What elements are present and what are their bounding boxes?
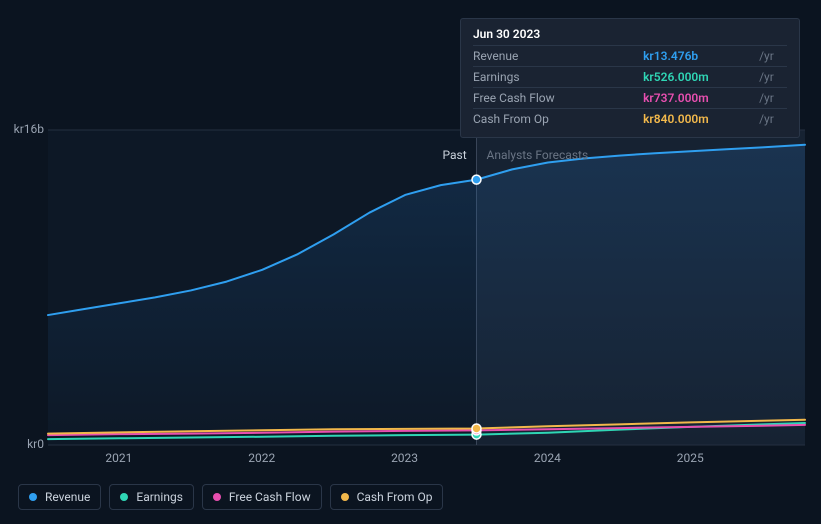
tooltip-row: Earningskr526.000m/yr (473, 67, 787, 88)
tooltip-row-label: Revenue (473, 46, 643, 67)
legend-dot-icon (213, 493, 221, 501)
tooltip-row-label: Cash From Op (473, 109, 643, 130)
x-axis-label: 2021 (105, 451, 132, 465)
legend-item[interactable]: Earnings (109, 484, 194, 510)
forecast-label: Analysts Forecasts (486, 148, 588, 162)
legend: Revenue Earnings Free Cash Flow Cash From O… (18, 484, 443, 510)
tooltip-row-value: kr13.476b (643, 46, 755, 67)
x-axis-label: 2022 (248, 451, 275, 465)
legend-dot-icon (29, 493, 37, 501)
tooltip-date: Jun 30 2023 (473, 27, 787, 45)
y-axis-label: kr0 (27, 437, 44, 451)
legend-item[interactable]: Revenue (18, 484, 101, 510)
x-axis-label: 2023 (391, 451, 418, 465)
tooltip-row-value: kr840.000m (643, 109, 755, 130)
legend-dot-icon (120, 493, 128, 501)
hover-marker-cfo (472, 424, 481, 433)
hover-marker-revenue (472, 175, 481, 184)
legend-item[interactable]: Free Cash Flow (202, 484, 322, 510)
legend-label: Free Cash Flow (229, 490, 311, 504)
legend-label: Revenue (45, 490, 90, 504)
hover-tooltip: Jun 30 2023 Revenuekr13.476b/yrEarningsk… (460, 18, 800, 138)
x-axis-label: 2024 (534, 451, 561, 465)
tooltip-row-unit: /yr (755, 67, 787, 88)
legend-label: Earnings (136, 490, 183, 504)
tooltip-row: Cash From Opkr840.000m/yr (473, 109, 787, 130)
y-axis-label: kr16b (14, 122, 44, 136)
tooltip-row-unit: /yr (755, 88, 787, 109)
x-axis-label: 2025 (677, 451, 704, 465)
legend-dot-icon (341, 493, 349, 501)
tooltip-row: Revenuekr13.476b/yr (473, 46, 787, 67)
tooltip-row-value: kr526.000m (643, 67, 755, 88)
legend-label: Cash From Op (357, 490, 433, 504)
tooltip-rows: Revenuekr13.476b/yrEarningskr526.000m/yr… (473, 45, 787, 129)
legend-item[interactable]: Cash From Op (330, 484, 444, 510)
financials-chart: Jun 30 2023 Revenuekr13.476b/yrEarningsk… (0, 0, 821, 524)
tooltip-row-value: kr737.000m (643, 88, 755, 109)
tooltip-row-label: Free Cash Flow (473, 88, 643, 109)
tooltip-row: Free Cash Flowkr737.000m/yr (473, 88, 787, 109)
past-label: Past (442, 148, 466, 162)
tooltip-row-unit: /yr (755, 109, 787, 130)
tooltip-row-label: Earnings (473, 67, 643, 88)
tooltip-row-unit: /yr (755, 46, 787, 67)
